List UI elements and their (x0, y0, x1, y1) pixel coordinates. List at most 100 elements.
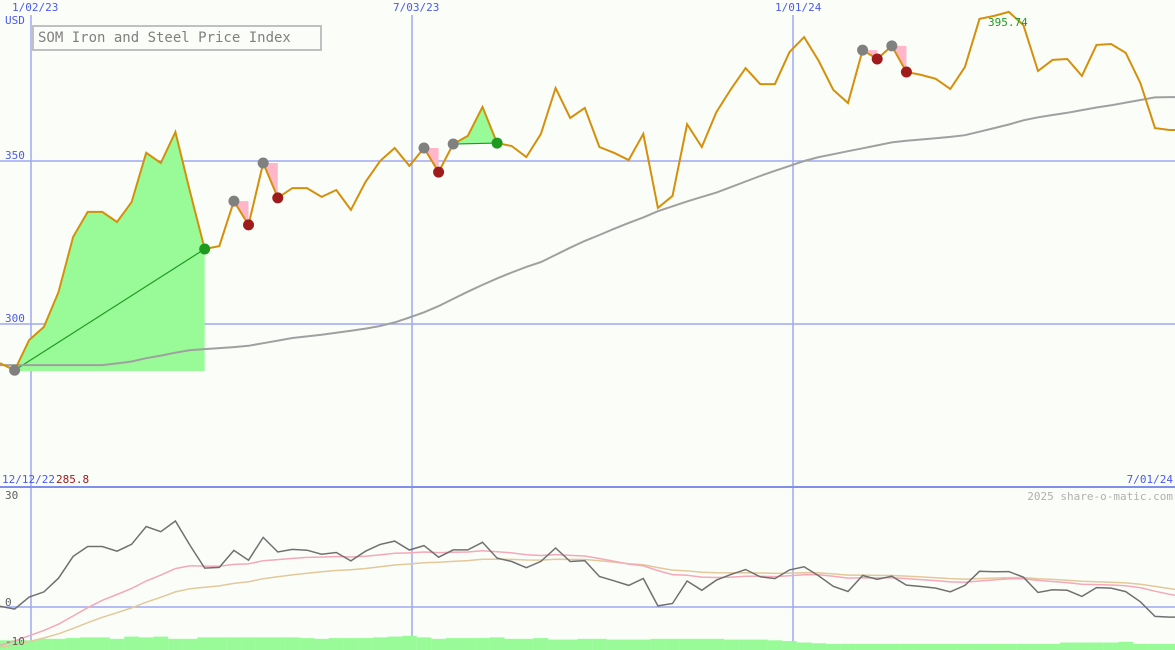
volume-bar (840, 644, 856, 650)
watermark: 2025 share-o-matic.com (1027, 490, 1173, 503)
buy-signal-chord (453, 142, 498, 145)
series-lines (0, 10, 1175, 372)
signal-start-marker (418, 142, 430, 154)
volume-bar (606, 639, 622, 650)
volume-bar (212, 637, 227, 650)
buy-signal-marker (491, 137, 503, 149)
sell-signal-marker (433, 166, 445, 178)
volume-bar (255, 637, 271, 650)
x-tick-7-03-23: 7/03/23 (393, 1, 439, 14)
volume-bar (504, 638, 520, 650)
volume-bar (51, 638, 66, 650)
volume-bar (943, 644, 958, 650)
sell-signal-marker (871, 53, 883, 65)
volume-bar (635, 639, 651, 650)
volume-bar (533, 638, 549, 650)
volume-bar (285, 637, 300, 650)
signal-start-marker (857, 44, 869, 56)
volume-bar (65, 638, 81, 650)
volume-bar (0, 640, 8, 650)
volume-bar (1030, 644, 1046, 650)
volume-bar (1089, 642, 1104, 650)
volume-bar (869, 644, 885, 650)
volume-bar (21, 640, 37, 650)
volume-bar (168, 638, 183, 650)
volume-bar (855, 644, 870, 650)
volume-bar (299, 638, 315, 650)
volume-bar (372, 637, 388, 650)
volume-bar (709, 638, 724, 650)
volume-bar (124, 636, 139, 650)
volume-bar (1001, 644, 1017, 650)
volume-bar (679, 638, 695, 650)
volume-bar (358, 638, 373, 650)
y-tick-300: 300 (5, 312, 25, 325)
volume-bar (782, 641, 797, 650)
volume-bar (1118, 641, 1134, 650)
volume-bar (387, 636, 403, 650)
buy-signal-marker (199, 243, 211, 255)
low-value-label: 285.8 (56, 473, 89, 486)
volume-bar (460, 638, 476, 650)
volume-bar (1133, 644, 1148, 650)
fast-signal-line (0, 550, 1175, 647)
range-start-label: 12/12/22 (2, 473, 55, 486)
volume-bar (153, 636, 169, 650)
chart-title: SOM Iron and Steel Price Index (32, 25, 322, 51)
volume-bar (197, 637, 213, 650)
sell-signal-marker (243, 219, 255, 231)
signal-start-marker (9, 364, 21, 376)
volume-bar (913, 644, 929, 650)
volume-bar (957, 644, 973, 650)
moving-average-line (0, 96, 1175, 367)
volume-bar (416, 637, 432, 650)
volume-bar (972, 644, 987, 650)
volume-bar (226, 637, 242, 650)
signal-start-marker (257, 157, 269, 169)
volume-bar (767, 640, 783, 650)
range-end-label: 7/01/24 (1127, 473, 1174, 486)
volume-bar (592, 638, 607, 650)
volume-bar (723, 639, 739, 650)
volume-bar (519, 638, 534, 650)
volume-bar (343, 638, 359, 650)
volume-bar (36, 638, 52, 650)
volume-bar (1162, 644, 1175, 650)
volume-bar (1045, 644, 1061, 650)
buy-signal-chord (14, 248, 206, 371)
volume-bar (270, 637, 286, 650)
buy-signal-area (14, 131, 205, 371)
volume-bar (182, 638, 198, 650)
volume-bar (752, 639, 768, 650)
volume-bar (884, 644, 900, 650)
x-tick-1-02-23: 1/02/23 (12, 1, 58, 14)
signal-markers (9, 40, 912, 376)
volume-bar (1016, 644, 1031, 650)
osc-tick-30: 30 (5, 489, 18, 502)
y-axis-unit: USD (5, 14, 25, 27)
volume-bar (138, 637, 154, 650)
volume-bar (475, 638, 490, 650)
volume-bar (1103, 642, 1119, 650)
signal-start-marker (228, 195, 240, 207)
volume-bar (621, 639, 637, 650)
osc-tick-0: 0 (5, 596, 12, 609)
signal-fills (14, 45, 907, 371)
volume-bar (562, 639, 578, 650)
volume-bar (109, 638, 125, 650)
volume-bar (899, 644, 914, 650)
volume-bar (1059, 642, 1075, 650)
signal-start-marker (886, 40, 898, 52)
volume-bar (577, 638, 593, 650)
volume-bar (986, 644, 1002, 650)
signal-start-marker (447, 138, 459, 150)
slow-signal-line (0, 558, 1175, 649)
oscillator-line (0, 519, 1175, 618)
high-value-label: 395.74 (988, 16, 1028, 29)
x-tick-1-01-24: 1/01/24 (775, 1, 822, 14)
volume-bar (738, 639, 754, 650)
volume-bar (314, 638, 330, 650)
oscillator-panel (0, 519, 1175, 650)
volume-bar (402, 635, 417, 650)
